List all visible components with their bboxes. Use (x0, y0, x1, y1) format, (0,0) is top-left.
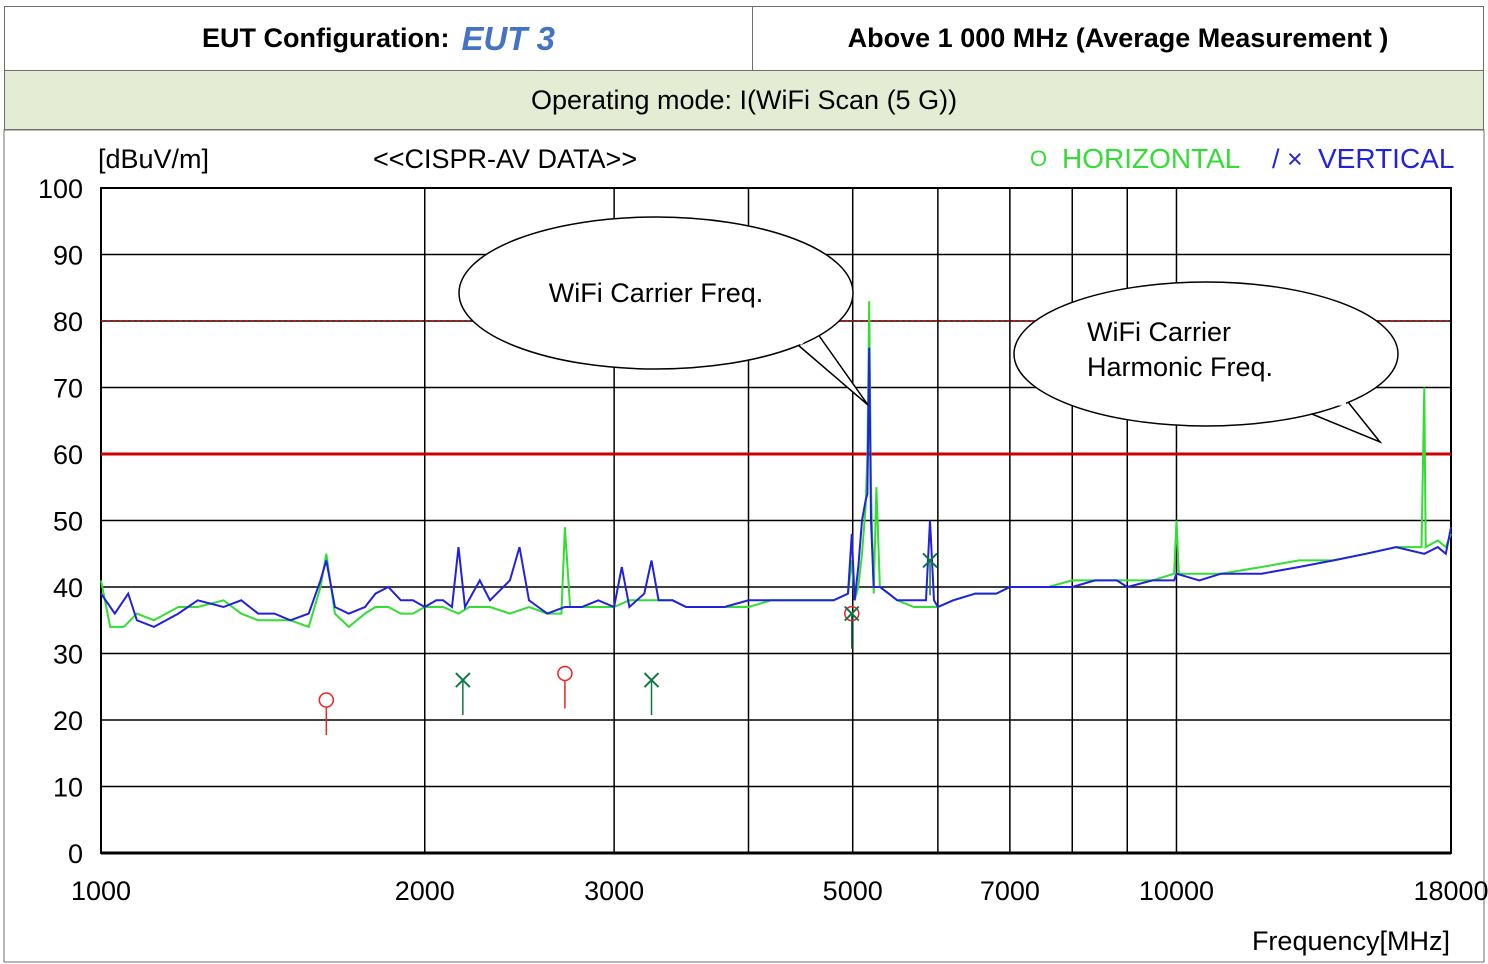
x-tick-label: 1000 (71, 876, 131, 906)
marker-v-point (922, 552, 938, 569)
x-tick-label: 10000 (1139, 876, 1214, 906)
header-row-config: EUT Configuration: EUT 3 Above 1 000 MHz… (5, 7, 1483, 71)
x-tick-label: 5000 (823, 876, 883, 906)
callout-bubble-harmonic (1013, 281, 1399, 427)
legend-symbol-vertical: / × (1272, 144, 1303, 174)
operating-mode-label: Operating mode: I(WiFi Scan (5 G)) (530, 84, 958, 115)
y-tick-label: 0 (68, 839, 83, 869)
callout-text-harmonic-line2: Harmonic Freq. (1087, 352, 1273, 382)
header-table: EUT Configuration: EUT 3 Above 1 000 MHz… (4, 6, 1484, 130)
range-cell: Above 1 000 MHz (Average Measurement ) (753, 7, 1483, 70)
callout-bubble-carrier (458, 216, 854, 370)
x-axis-label: Frequency[MHz] (1252, 926, 1450, 956)
marker-v-point (643, 672, 660, 688)
y-tick-label: 50 (53, 507, 83, 537)
callout-text-carrier: WiFi Carrier Freq. (549, 278, 764, 308)
callout-joint-carrier (799, 330, 815, 346)
marker-v-point (455, 672, 471, 688)
callout-pointer-carrier (797, 329, 869, 406)
config-label: EUT Configuration: (202, 23, 450, 53)
y-tick-label: 20 (53, 706, 83, 736)
config-value: EUT 3 (461, 19, 555, 57)
range-label: Above 1 000 MHz (Average Measurement ) (847, 23, 1389, 53)
marker-h-point (557, 665, 573, 682)
legend-symbol-horizontal: O (1030, 146, 1047, 171)
x-tick-label: 18000 (1413, 876, 1488, 906)
y-tick-label: 30 (53, 640, 83, 670)
y-axis-label: [dBuV/m] (98, 144, 209, 174)
y-tick-label: 100 (38, 174, 83, 204)
legend-label-vertical: VERTICAL (1318, 143, 1454, 174)
y-tick-label: 10 (53, 773, 83, 803)
y-tick-label: 90 (53, 241, 83, 271)
chart-title: <<CISPR-AV DATA>> (373, 144, 637, 174)
legend-label-horizontal: HORIZONTAL (1062, 143, 1240, 174)
config-cell: EUT Configuration: EUT 3 (5, 7, 753, 70)
y-tick-label: 40 (53, 573, 83, 603)
operating-mode-row: Operating mode: I(WiFi Scan (5 G)) (5, 71, 1483, 129)
x-tick-label: 2000 (395, 876, 455, 906)
y-tick-label: 80 (53, 307, 83, 337)
series-line-vertical (100, 347, 1452, 629)
callout-text-harmonic-line1: WiFi Carrier (1087, 317, 1231, 347)
marker-v-point (844, 605, 860, 622)
x-tick-label: 7000 (980, 876, 1040, 906)
y-tick-label: 60 (53, 440, 83, 470)
marker-h-point (318, 692, 335, 708)
x-tick-label: 3000 (584, 876, 644, 906)
y-tick-label: 70 (53, 374, 83, 404)
chart-frame (3, 129, 1485, 963)
